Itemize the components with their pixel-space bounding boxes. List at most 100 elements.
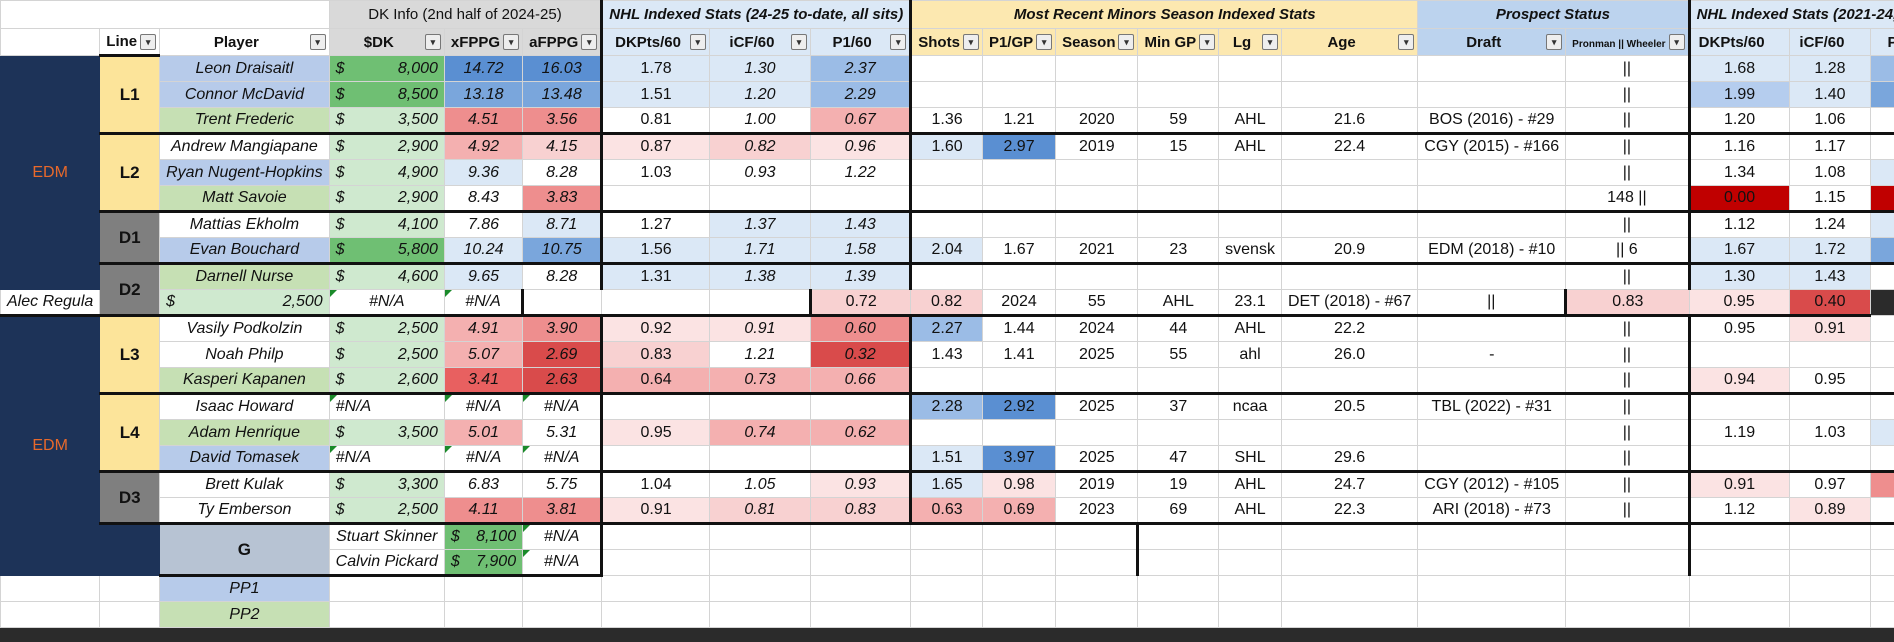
dk-salary[interactable]: #N/A (328, 445, 445, 473)
p160-value[interactable]: 0.66 (810, 367, 912, 395)
p160-value[interactable]: 0.62 (810, 419, 912, 446)
p160-2124-value[interactable]: 2.45 (1870, 55, 1894, 82)
empty-cell[interactable] (1137, 575, 1220, 602)
min-gp-value[interactable] (1137, 211, 1220, 238)
line-label[interactable]: L4 (99, 392, 161, 473)
dk-salary[interactable]: $4,900 (328, 159, 445, 186)
dk-salary[interactable]: $8,500 (328, 81, 445, 108)
empty-cell[interactable] (1417, 601, 1567, 628)
p160-2124-value[interactable] (1870, 393, 1894, 420)
filter-dropdown-icon[interactable]: ▾ (503, 34, 520, 50)
draft-value[interactable]: CGY (2012) - #105 (1417, 471, 1567, 498)
xfppg-value[interactable]: #N/A (443, 445, 524, 473)
p160-2124-value[interactable]: 1.18 (1870, 263, 1894, 290)
dkpts60-value[interactable] (600, 445, 710, 473)
line-label[interactable]: D3 (99, 470, 161, 525)
empty-cell[interactable] (1055, 549, 1139, 576)
dk-salary[interactable]: #N/A (328, 393, 445, 420)
dk-salary[interactable]: $2,500 (159, 289, 330, 317)
min-gp-value[interactable]: 44 (1137, 315, 1220, 342)
xfppg-value[interactable]: #N/A (443, 393, 524, 420)
age-value[interactable] (1280, 263, 1419, 290)
player-name[interactable]: Alec Regula (0, 289, 101, 317)
age-value[interactable]: 22.3 (1280, 497, 1419, 525)
filter-dropdown-icon[interactable]: ▾ (1036, 34, 1053, 50)
powerplay-label[interactable]: PP2 (159, 601, 330, 628)
p1gp-value[interactable]: 1.67 (981, 237, 1057, 265)
p160-value[interactable] (810, 445, 912, 473)
league-value[interactable]: AHL (1218, 133, 1282, 160)
filter-dropdown-icon[interactable]: ▾ (309, 34, 326, 50)
xfppg-value[interactable]: #N/A (328, 289, 445, 317)
icf60-value[interactable] (601, 289, 710, 317)
xfppg-value[interactable]: 10.24 (443, 237, 524, 265)
empty-cell[interactable] (981, 575, 1057, 602)
empty-cell[interactable] (601, 601, 710, 628)
column-header-p1gp[interactable]: P1/GP ▾ (981, 28, 1057, 56)
dk-salary[interactable]: $8,100 (443, 523, 524, 550)
filter-dropdown-icon[interactable]: ▾ (581, 34, 598, 50)
p160-2124-value[interactable] (1870, 341, 1894, 368)
player-name[interactable]: Evan Bouchard (159, 237, 330, 265)
p160-value[interactable]: 1.22 (810, 159, 912, 186)
p160-2124-value[interactable]: 1.31 (1870, 419, 1894, 446)
icf60-2124-value[interactable]: 1.15 (1788, 185, 1872, 213)
dk-salary[interactable]: $3,300 (328, 471, 445, 498)
dkpts60-value[interactable]: 1.03 (600, 159, 710, 186)
line-label[interactable]: L3 (99, 314, 161, 395)
shots-value[interactable]: 2.28 (909, 393, 983, 420)
age-value[interactable]: 20.5 (1280, 393, 1419, 420)
prospect-rank-value[interactable]: || (1417, 289, 1567, 317)
season-value[interactable]: 2020 (1055, 107, 1139, 135)
empty-cell[interactable] (1687, 549, 1790, 576)
empty-cell[interactable] (1788, 601, 1872, 628)
empty-cell[interactable] (1055, 601, 1139, 628)
player-name[interactable]: Trent Frederic (159, 107, 330, 135)
prospect-rank-value[interactable]: || 6 (1565, 237, 1690, 265)
prospect-rank-value[interactable]: || (1565, 263, 1690, 290)
dk-salary[interactable]: $8,000 (328, 55, 445, 82)
shots-value[interactable] (909, 367, 983, 395)
afppg-value[interactable]: 3.81 (522, 497, 603, 525)
empty-cell[interactable] (810, 575, 912, 602)
filter-dropdown-icon[interactable]: ▾ (424, 34, 441, 50)
dk-salary[interactable]: $2,500 (328, 497, 445, 525)
p160-value[interactable]: 0.96 (810, 133, 912, 160)
season-value[interactable]: 2025 (1055, 393, 1139, 420)
league-value[interactable] (1218, 367, 1282, 395)
empty-cell[interactable] (810, 549, 912, 576)
prospect-rank-value[interactable]: || (1565, 419, 1690, 446)
p160-value[interactable] (708, 289, 812, 317)
league-value[interactable]: AHL (1218, 471, 1282, 498)
age-value[interactable]: 22.4 (1280, 133, 1419, 160)
empty-cell[interactable] (1137, 601, 1220, 628)
min-gp-value[interactable] (1137, 55, 1220, 82)
draft-value[interactable]: BOS (2016) - #29 (1417, 107, 1567, 135)
xfppg-value[interactable]: 4.11 (443, 497, 524, 525)
dkpts60-2124-value[interactable]: 0.94 (1687, 367, 1790, 395)
prospect-rank-value[interactable]: || (1565, 341, 1690, 368)
icf60-2124-value[interactable] (1788, 393, 1872, 420)
empty-cell[interactable] (0, 575, 101, 602)
empty-cell[interactable] (1136, 523, 1220, 550)
team-label[interactable] (99, 523, 161, 576)
draft-value[interactable] (1417, 159, 1567, 186)
shots-value[interactable]: 0.63 (909, 497, 983, 525)
p160-value[interactable] (810, 393, 912, 420)
empty-cell[interactable] (708, 523, 812, 550)
icf60-value[interactable]: 0.73 (708, 367, 812, 395)
column-header-pron[interactable]: Pronman || Wheeler ▾ (1565, 28, 1690, 56)
draft-value[interactable] (1417, 367, 1567, 395)
column-header-afppg[interactable]: aFPPG ▾ (522, 28, 603, 56)
shots-value[interactable]: 0.72 (809, 289, 912, 317)
team-label[interactable]: EDM (0, 55, 101, 290)
season-value[interactable]: 2024 (1055, 315, 1139, 342)
dkpts60-2124-value[interactable]: 0.83 (1564, 289, 1690, 317)
p1gp-value[interactable] (981, 367, 1057, 395)
draft-value[interactable] (1417, 55, 1567, 82)
season-value[interactable]: 2025 (1055, 341, 1139, 368)
dkpts60-2124-value[interactable]: 1.16 (1687, 133, 1790, 160)
shots-value[interactable]: 1.36 (909, 107, 983, 135)
icf60-2124-value[interactable]: 1.08 (1788, 159, 1872, 186)
afppg-value[interactable]: 5.75 (522, 471, 603, 498)
